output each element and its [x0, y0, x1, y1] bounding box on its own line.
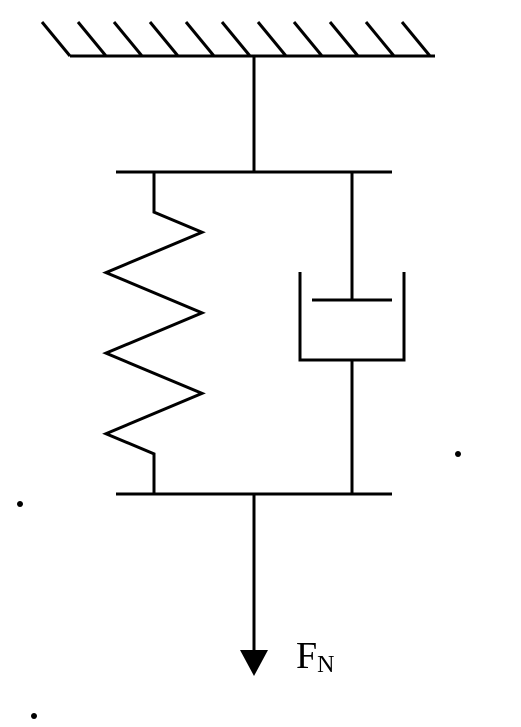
force-label-sub: N	[317, 652, 334, 678]
force-label-main: F	[296, 635, 317, 677]
force-label: FN	[296, 634, 334, 679]
kelvin-voigt-diagram	[0, 0, 521, 727]
